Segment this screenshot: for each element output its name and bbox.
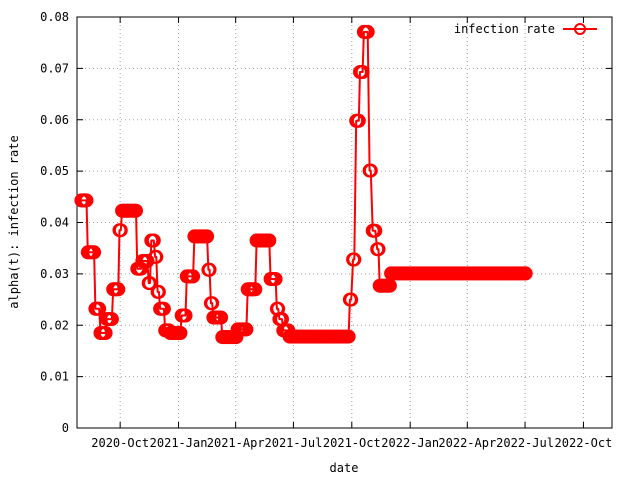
y-tick-label: 0.04 <box>40 216 69 230</box>
data-point <box>202 262 217 277</box>
plot-frame <box>76 16 613 429</box>
data-point <box>104 312 119 327</box>
y-tick-label: 0.03 <box>40 267 69 281</box>
data-point <box>248 282 263 297</box>
data-point <box>92 301 107 316</box>
axis-ticks <box>77 16 612 429</box>
data-point <box>351 113 366 128</box>
data-point <box>363 163 378 178</box>
data-point <box>205 296 220 311</box>
data-point <box>347 252 362 267</box>
y-axis-label: alpha(t): infection rate <box>7 135 21 308</box>
x-tick-label: 2021-Apr <box>207 436 265 450</box>
series-line <box>81 30 526 339</box>
data-point <box>344 292 359 307</box>
x-tick-label: 2022-Jan <box>381 436 439 450</box>
data-point <box>149 249 164 264</box>
x-tick-label: 2021-Jul <box>265 436 323 450</box>
y-tick-label: 0 <box>62 421 69 435</box>
data-point <box>262 233 277 248</box>
x-axis-label: date <box>330 461 359 475</box>
legend-swatch-marker <box>574 23 586 35</box>
data-point <box>79 193 94 208</box>
data-point <box>371 242 386 257</box>
data-point <box>87 245 102 260</box>
data-point <box>239 322 254 337</box>
data-point <box>151 284 166 299</box>
y-tick-labels: 0 0.01 0.02 0.03 0.04 0.05 0.06 0.07 0.08 <box>40 10 69 435</box>
y-tick-label: 0.01 <box>40 370 69 384</box>
data-point <box>173 326 188 340</box>
data-point <box>178 308 193 323</box>
x-tick-labels: 2020-Oct 2021-Jan 2021-Apr 2021-Jul 2021-Oct… <box>91 436 612 450</box>
data-point <box>186 269 201 284</box>
x-tick-label: 2020-Oct <box>91 436 149 450</box>
x-tick-label: 2022-Oct <box>555 436 613 450</box>
data-point <box>355 65 370 79</box>
data-point <box>143 276 157 291</box>
data-point <box>146 233 161 248</box>
grid-lines <box>77 17 612 428</box>
legend-label: infection rate <box>454 22 555 36</box>
data-point <box>156 301 171 316</box>
y-tick-label: 0.06 <box>40 113 69 127</box>
data-point <box>268 272 283 286</box>
data-point <box>341 329 356 344</box>
data-point <box>368 223 383 238</box>
legend: infection rate <box>454 22 597 36</box>
y-tick-label: 0.07 <box>40 61 69 75</box>
y-tick-label: 0.08 <box>40 10 69 24</box>
data-point <box>113 223 128 238</box>
data-point <box>200 229 215 244</box>
series-layer <box>74 24 533 345</box>
x-tick-label: 2022-Apr <box>438 436 496 450</box>
data-point <box>518 266 533 281</box>
x-tick-label: 2022-Jul <box>496 436 554 450</box>
data-point <box>98 326 113 340</box>
y-tick-label: 0.05 <box>40 164 69 178</box>
data-point <box>111 282 126 297</box>
data-point <box>129 203 143 218</box>
data-point <box>214 310 229 325</box>
x-tick-label: 2021-Oct <box>323 436 381 450</box>
x-tick-label: 2021-Jan <box>150 436 208 450</box>
data-point <box>360 24 375 39</box>
y-tick-label: 0.02 <box>40 318 69 332</box>
